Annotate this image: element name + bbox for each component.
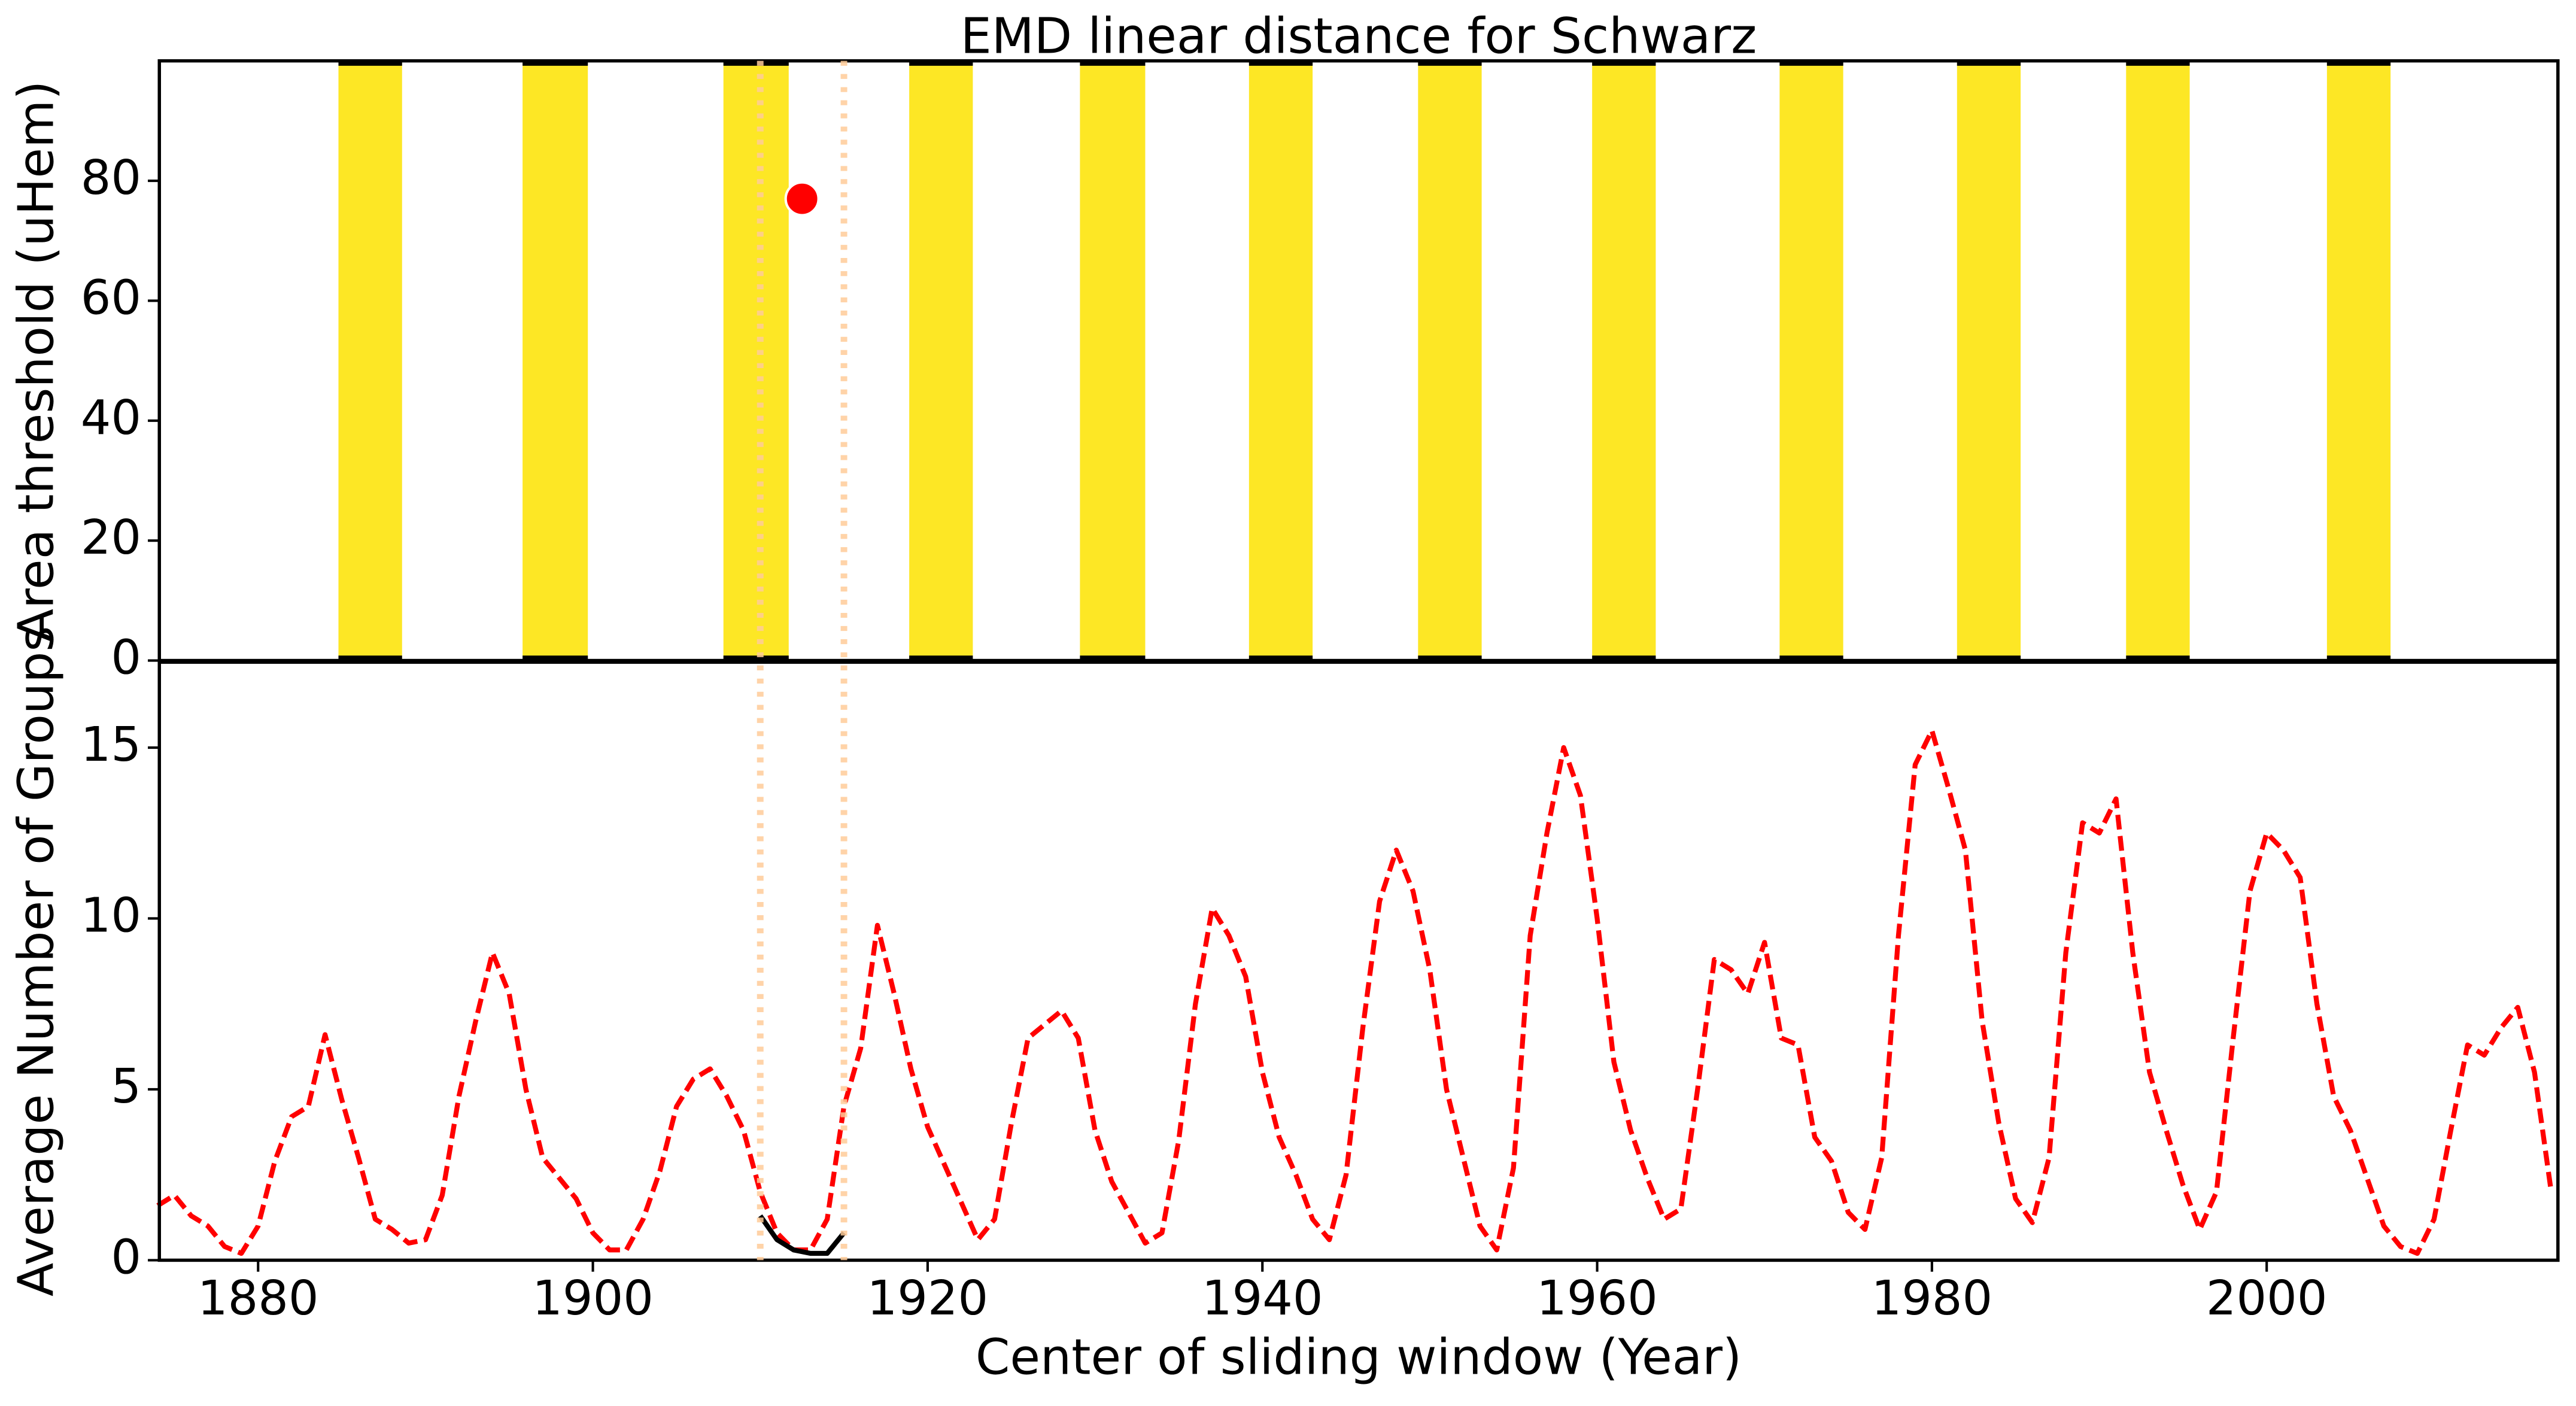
interval-band [338, 60, 402, 661]
plot-background [159, 662, 2558, 1261]
interval-band [1418, 60, 1482, 661]
x-tick-label: 1900 [532, 1270, 654, 1326]
y-tick-label: 20 [81, 509, 141, 565]
y-axis-label: Average Number of Groups [8, 626, 65, 1296]
x-tick-label: 1960 [1536, 1270, 1658, 1326]
interval-band [523, 60, 588, 661]
line-series [156, 728, 2554, 1256]
interval-band [1248, 60, 1313, 661]
y-tick-label: 0 [111, 630, 141, 685]
point [784, 181, 820, 217]
interval-band [2326, 60, 2391, 661]
interval-band [1592, 60, 1656, 661]
interval-band [723, 60, 789, 661]
x-tick-label: 1920 [867, 1270, 989, 1326]
x-tick-label: 1940 [1202, 1270, 1323, 1326]
interval-band [1779, 60, 1843, 661]
x-axis-label: Center of sliding window (Year) [976, 1329, 1742, 1386]
interval-band [909, 60, 973, 661]
line-series [758, 1214, 846, 1256]
plot-background [159, 60, 2558, 661]
interval-band [1957, 60, 2021, 661]
x-tick-label: 2000 [2206, 1270, 2328, 1326]
axes-frame [157, 660, 2560, 1262]
y-tick-label: 40 [81, 390, 141, 445]
y-tick-label: 5 [111, 1058, 141, 1114]
y-tick-label: 60 [81, 269, 141, 325]
interval-band [1080, 60, 1146, 661]
interval-band [2126, 60, 2190, 661]
y-tick-label: 10 [81, 887, 141, 943]
y-tick-label: 15 [81, 716, 141, 772]
x-tick-label: 1880 [198, 1270, 319, 1326]
y-tick-label: 80 [81, 150, 141, 205]
axes-frame [157, 59, 2560, 663]
y-tick-label: 0 [111, 1229, 141, 1284]
x-tick-label: 1980 [1872, 1270, 1993, 1326]
chart-title: EMD linear distance for Schwarz [961, 8, 1757, 65]
y-axis-label: Area threshold (uHem) [8, 81, 65, 643]
